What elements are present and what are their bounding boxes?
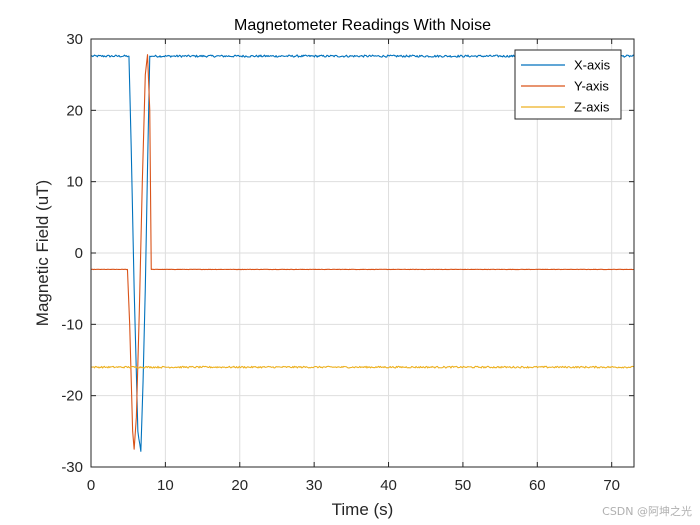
series-line-y-axis [90, 54, 635, 450]
series-line-z-axis [90, 365, 635, 369]
x-axis-label: Time (s) [332, 500, 394, 519]
legend-label-x-axis: X-axis [574, 58, 611, 73]
y-tick-label: 20 [66, 102, 83, 119]
x-tick-label: 60 [529, 477, 546, 494]
y-tick-label: 10 [66, 174, 83, 191]
legend-label-z-axis: Z-axis [574, 100, 610, 115]
tick-layer: 0 10 20 30 40 50 60 70 -30 -20 -10 0 10 20 30 [61, 31, 634, 494]
x-tick-label: 30 [306, 477, 323, 494]
y-tick-label: 30 [66, 31, 83, 48]
watermark: CSDN @阿坤之光 [602, 505, 692, 518]
legend-label-y-axis: Y-axis [574, 79, 609, 94]
x-tick-label: 50 [455, 477, 472, 494]
chart-title: Magnetometer Readings With Noise [234, 17, 491, 34]
y-axis-label: Magnetic Field (uT) [33, 180, 52, 326]
x-tick-label: 0 [87, 477, 95, 494]
y-tick-label: -20 [61, 388, 83, 405]
x-tick-label: 10 [157, 477, 174, 494]
y-tick-label: -30 [61, 459, 83, 476]
y-tick-label: -10 [61, 316, 83, 333]
y-tick-label: 0 [75, 245, 83, 262]
legend: X-axis Y-axis Z-axis [514, 49, 622, 120]
x-tick-label: 40 [380, 477, 397, 494]
x-tick-label: 70 [603, 477, 620, 494]
x-tick-label: 20 [231, 477, 248, 494]
